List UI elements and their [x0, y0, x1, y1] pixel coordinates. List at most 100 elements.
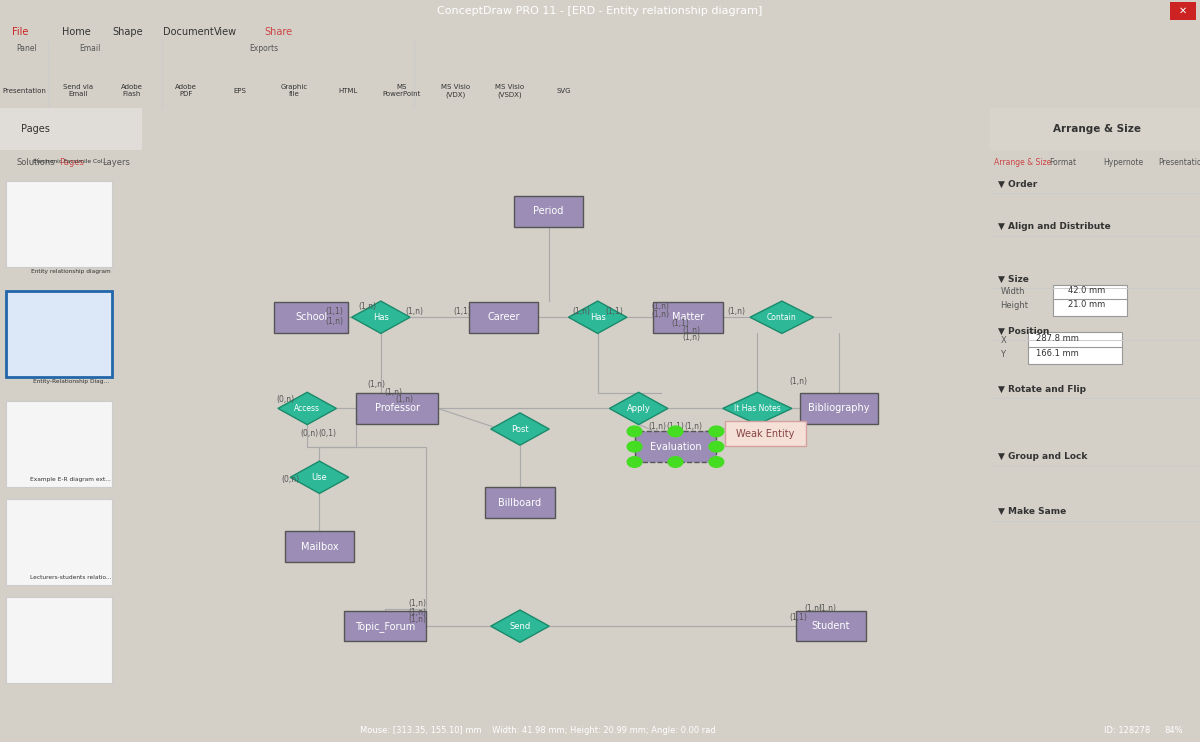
Text: Format: Format: [1049, 158, 1076, 167]
Text: Period: Period: [534, 206, 564, 217]
Text: 287.8 mm: 287.8 mm: [1037, 334, 1079, 343]
Bar: [6, 597, 112, 683]
Bar: [990, 108, 1200, 151]
FancyBboxPatch shape: [344, 611, 426, 641]
Text: Apply: Apply: [626, 404, 650, 413]
Text: Career: Career: [487, 312, 520, 322]
Text: File: File: [12, 27, 29, 36]
Text: Professor: Professor: [374, 404, 420, 413]
Text: Example E-R diagram ext...: Example E-R diagram ext...: [30, 477, 112, 482]
Circle shape: [668, 426, 683, 437]
Text: Entity relationship diagram: Entity relationship diagram: [31, 269, 110, 274]
Circle shape: [628, 441, 642, 452]
Text: Shape: Shape: [113, 27, 144, 36]
FancyBboxPatch shape: [485, 487, 554, 518]
Text: (1,1): (1,1): [790, 613, 808, 622]
Circle shape: [709, 441, 724, 452]
Text: SVG: SVG: [557, 88, 571, 94]
Polygon shape: [278, 393, 336, 424]
Text: Evaluation: Evaluation: [649, 441, 701, 452]
Text: Hypernote: Hypernote: [1104, 158, 1144, 167]
FancyBboxPatch shape: [635, 431, 716, 462]
Circle shape: [628, 426, 642, 437]
FancyBboxPatch shape: [653, 302, 722, 332]
Text: Bibliography: Bibliography: [809, 404, 870, 413]
FancyBboxPatch shape: [796, 611, 865, 641]
Bar: [6, 291, 112, 377]
Text: Document: Document: [163, 27, 214, 36]
Polygon shape: [491, 610, 550, 643]
Text: 21.0 mm: 21.0 mm: [1068, 301, 1105, 309]
Text: (1,n): (1,n): [818, 604, 836, 613]
Text: (1,n): (1,n): [804, 604, 822, 613]
Text: View: View: [214, 27, 236, 36]
Text: ▼ Order: ▼ Order: [998, 180, 1038, 188]
Text: (1,n): (1,n): [409, 608, 427, 617]
Text: (1,n): (1,n): [648, 421, 666, 430]
Text: Home: Home: [62, 27, 91, 36]
Text: Arrange & Size: Arrange & Size: [995, 158, 1051, 167]
Text: (1,n): (1,n): [650, 302, 668, 311]
Text: ▼ Position: ▼ Position: [998, 326, 1050, 335]
Text: MS Visio
(VSDX): MS Visio (VSDX): [496, 84, 524, 98]
Text: Has: Has: [373, 312, 389, 322]
Text: Electronic Facsimile Col...: Electronic Facsimile Col...: [34, 159, 108, 164]
Polygon shape: [750, 301, 814, 333]
Text: (1,1): (1,1): [672, 318, 689, 328]
Text: Pages: Pages: [22, 124, 50, 134]
Text: 84%: 84%: [1164, 726, 1183, 735]
Bar: [6, 401, 112, 487]
Bar: [1170, 2, 1196, 20]
Text: (1,n): (1,n): [682, 326, 700, 335]
Polygon shape: [491, 413, 550, 445]
Text: Presentation: Presentation: [1158, 158, 1200, 167]
Text: Access: Access: [294, 404, 320, 413]
Bar: [1054, 298, 1127, 316]
Text: (0,1): (0,1): [319, 429, 337, 439]
Text: Mailbox: Mailbox: [301, 542, 338, 552]
Polygon shape: [569, 301, 626, 333]
Text: Arrange & Size: Arrange & Size: [1054, 124, 1141, 134]
Text: Graphic
file: Graphic file: [281, 85, 307, 97]
FancyBboxPatch shape: [275, 302, 348, 332]
FancyBboxPatch shape: [514, 196, 583, 226]
Text: (1,n): (1,n): [384, 388, 402, 397]
Text: (1,1): (1,1): [666, 421, 684, 430]
Polygon shape: [610, 393, 668, 424]
Text: School: School: [295, 312, 328, 322]
Text: Lecturers-students relatio...: Lecturers-students relatio...: [30, 575, 112, 580]
Text: 166.1 mm: 166.1 mm: [1037, 349, 1079, 358]
Text: HTML: HTML: [338, 88, 358, 94]
FancyBboxPatch shape: [800, 393, 878, 424]
Text: Adobe
Flash: Adobe Flash: [121, 85, 143, 97]
Text: Weak Entity: Weak Entity: [737, 429, 794, 439]
Text: 42.0 mm: 42.0 mm: [1068, 286, 1105, 295]
Text: (1,1): (1,1): [325, 307, 343, 316]
Text: ▼ Group and Lock: ▼ Group and Lock: [998, 452, 1087, 461]
Circle shape: [709, 456, 724, 467]
Text: Mouse: [313.35, 155.10] mm    Width: 41.98 mm; Height: 20.99 mm; Angle: 0.00 rad: Mouse: [313.35, 155.10] mm Width: 41.98 …: [360, 726, 715, 735]
Text: Panel: Panel: [16, 44, 37, 53]
Text: (1,n): (1,n): [728, 307, 746, 316]
Text: Student: Student: [811, 621, 851, 631]
Text: ID: 128278: ID: 128278: [1104, 726, 1151, 735]
Bar: [1027, 347, 1122, 364]
Text: (1,n): (1,n): [409, 600, 427, 608]
FancyBboxPatch shape: [284, 531, 354, 562]
Text: EPS: EPS: [234, 88, 246, 94]
Text: (0,n): (0,n): [282, 475, 300, 484]
Text: X: X: [1001, 335, 1007, 344]
Circle shape: [668, 456, 683, 467]
FancyBboxPatch shape: [356, 393, 438, 424]
Text: (1,n): (1,n): [396, 395, 414, 404]
Text: (1,n): (1,n): [684, 421, 702, 430]
Text: Post: Post: [511, 424, 529, 433]
Text: MS
PowerPoint: MS PowerPoint: [383, 85, 421, 97]
Bar: [0, 108, 142, 151]
Text: Layers: Layers: [102, 158, 130, 167]
Text: (1,n): (1,n): [682, 332, 700, 342]
Text: Width: Width: [1001, 287, 1025, 296]
Text: (1,n): (1,n): [790, 378, 808, 387]
Text: (1,n): (1,n): [406, 307, 424, 316]
Text: ▼ Size: ▼ Size: [998, 275, 1030, 283]
